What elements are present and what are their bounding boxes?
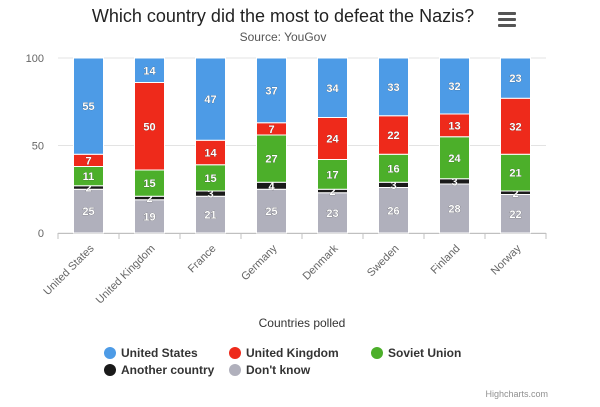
data-label: 2 <box>85 183 91 195</box>
bar-soviet-union-sweden[interactable] <box>378 153 409 183</box>
y-tick-label: 0 <box>38 228 44 240</box>
legend-item-soviet-union[interactable]: Soviet Union <box>388 346 461 360</box>
data-label: 25 <box>265 206 277 218</box>
x-axis-title: Countries polled <box>259 316 346 330</box>
data-label: 7 <box>85 155 91 167</box>
legend-item-don-t-know[interactable]: Don't know <box>246 363 311 377</box>
bar-don-t-know-germany[interactable] <box>256 188 287 234</box>
data-label: 24 <box>326 134 339 146</box>
data-label: 11 <box>83 171 95 183</box>
data-label: 23 <box>509 73 521 85</box>
bar-united-states-united-states[interactable] <box>73 57 104 155</box>
bar-united-states-united-kingdom[interactable] <box>134 57 165 83</box>
data-label: 47 <box>204 94 216 106</box>
data-label: 23 <box>326 208 338 220</box>
bar-soviet-union-united-kingdom[interactable] <box>134 169 165 197</box>
data-label: 32 <box>509 121 521 133</box>
chart-title: Which country did the most to defeat the… <box>92 6 474 26</box>
y-tick-label: 100 <box>26 53 44 65</box>
chart-subtitle: Source: YouGov <box>240 30 327 44</box>
bar-soviet-union-germany[interactable] <box>256 134 287 183</box>
bar-united-states-denmark[interactable] <box>317 57 348 118</box>
x-tick-label: Norway <box>489 242 524 277</box>
data-label: 28 <box>448 204 460 216</box>
bar-united-states-germany[interactable] <box>256 57 287 124</box>
data-label: 33 <box>387 82 399 94</box>
bar-don-t-know-united-kingdom[interactable] <box>134 199 165 234</box>
legend-item-united-states[interactable]: United States <box>121 346 198 360</box>
data-label: 3 <box>451 176 457 188</box>
legend-marker-soviet-union[interactable] <box>371 347 383 359</box>
data-label: 15 <box>204 173 216 185</box>
data-label: 50 <box>143 121 155 133</box>
x-tick-label: United Kingdom <box>94 243 158 307</box>
data-label: 21 <box>204 210 216 222</box>
data-label: 55 <box>82 101 94 113</box>
bar-united-kingdom-sweden[interactable] <box>378 115 409 155</box>
bar-united-kingdom-united-kingdom[interactable] <box>134 82 165 171</box>
data-label: 3 <box>207 189 213 201</box>
data-label: 17 <box>326 169 338 181</box>
data-label: 2 <box>329 186 335 198</box>
data-label: 2 <box>512 188 518 200</box>
bar-don-t-know-sweden[interactable] <box>378 187 409 234</box>
legend-marker-another-country[interactable] <box>104 364 116 376</box>
data-label: 13 <box>448 120 460 132</box>
data-label: 7 <box>268 124 274 136</box>
data-label: 14 <box>143 65 156 77</box>
data-label: 24 <box>448 153 461 165</box>
data-label: 22 <box>509 209 521 221</box>
legend-item-another-country[interactable]: Another country <box>121 363 215 377</box>
bar-united-states-france[interactable] <box>195 57 226 141</box>
bar-don-t-know-denmark[interactable] <box>317 192 348 234</box>
bar-united-states-finland[interactable] <box>439 57 470 115</box>
legend-marker-don-t-know[interactable] <box>229 364 241 376</box>
legend-marker-united-states[interactable] <box>104 347 116 359</box>
bar-don-t-know-finland[interactable] <box>439 183 470 234</box>
data-label: 15 <box>143 178 155 190</box>
data-label: 4 <box>268 181 275 193</box>
data-label: 16 <box>387 163 399 175</box>
x-tick-label: Finland <box>429 243 463 277</box>
data-label: 26 <box>387 205 399 217</box>
data-label: 27 <box>265 154 277 166</box>
y-tick-label: 50 <box>32 141 44 153</box>
bar-united-states-sweden[interactable] <box>378 57 409 117</box>
data-label: 22 <box>387 130 399 142</box>
legend-item-united-kingdom[interactable]: United Kingdom <box>246 346 339 360</box>
data-label: 34 <box>326 83 339 95</box>
hamburger-menu-icon[interactable] <box>496 10 518 28</box>
bar-soviet-union-norway[interactable] <box>500 153 531 192</box>
bar-don-t-know-united-states[interactable] <box>73 188 104 234</box>
x-tick-label: United States <box>41 242 97 298</box>
data-label: 2 <box>146 193 152 205</box>
data-label: 19 <box>143 211 155 223</box>
x-tick-label: Sweden <box>365 243 402 280</box>
data-label: 3 <box>390 180 396 192</box>
data-label: 21 <box>509 168 521 180</box>
credits-link[interactable]: Highcharts.com <box>485 389 548 399</box>
bar-soviet-union-france[interactable] <box>195 164 226 192</box>
bar-united-kingdom-denmark[interactable] <box>317 117 348 160</box>
x-tick-label: Denmark <box>301 242 341 282</box>
legend-marker-united-kingdom[interactable] <box>229 347 241 359</box>
data-label: 37 <box>265 85 277 97</box>
data-label: 25 <box>82 206 94 218</box>
bar-united-states-norway[interactable] <box>500 57 531 99</box>
data-label: 32 <box>448 81 460 93</box>
data-label: 14 <box>204 148 217 160</box>
bar-soviet-union-finland[interactable] <box>439 136 470 180</box>
x-tick-label: France <box>186 243 219 276</box>
bar-soviet-union-denmark[interactable] <box>317 159 348 190</box>
bar-don-t-know-france[interactable] <box>195 195 226 234</box>
x-tick-label: Germany <box>239 242 280 283</box>
